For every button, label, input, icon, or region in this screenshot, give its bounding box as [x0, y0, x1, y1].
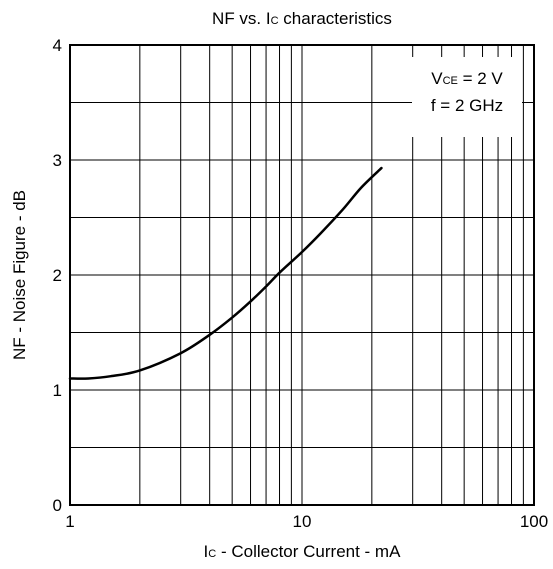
chart-title: NF vs. IC characteristics — [212, 9, 392, 28]
series-layer — [68, 166, 383, 380]
x-tick-label: 100 — [520, 512, 548, 531]
y-tick-label: 0 — [53, 496, 62, 515]
y-tick-label: 1 — [53, 381, 62, 400]
plot-frame — [69, 44, 535, 506]
x-tick-label: 10 — [293, 512, 312, 531]
annotation-vce: VCE = 2 V — [431, 69, 503, 88]
x-tick-label: 1 — [65, 512, 74, 531]
y-tick-label: 2 — [53, 266, 62, 285]
condition-annotation: VCE = 2 V f = 2 GHz — [412, 57, 522, 137]
annotation-frequency: f = 2 GHz — [431, 96, 503, 115]
annotation-box — [412, 57, 522, 137]
x-axis-label: IC - Collector Current - mA — [204, 542, 402, 561]
x-tick-labels: 1 10 100 — [65, 512, 548, 531]
y-tick-label: 3 — [53, 151, 62, 170]
y-tick-label: 4 — [53, 36, 62, 55]
y-tick-labels: 0 1 2 3 4 — [53, 36, 62, 515]
y-axis-label: NF - Noise Figure - dB — [10, 190, 29, 360]
nf-curve — [68, 166, 383, 380]
